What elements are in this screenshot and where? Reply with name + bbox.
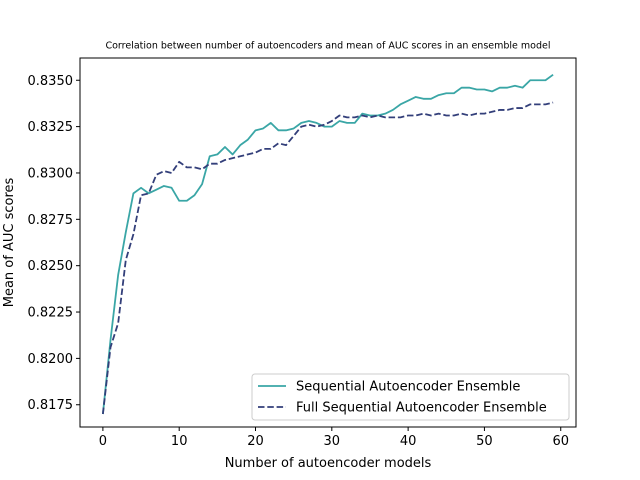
y-tick-label: 0.8225 [28,306,74,321]
series-line-full-sequential [101,101,554,415]
series-line-sequential [101,73,554,415]
plot-area [79,57,577,428]
y-tick-label: 0.8300 [28,166,74,181]
legend-box [251,373,570,421]
x-tick-label: 60 [552,434,569,449]
y-tick-label: 0.8325 [28,120,74,135]
series-layer [101,73,554,415]
chart-title: Correlation between number of autoencode… [105,41,550,52]
x-tick-label: 40 [400,434,417,449]
plot-frame [79,57,577,428]
legend-label-full-sequential: Full Sequential Autoencoder Ensemble [296,401,547,416]
x-tick-label: 20 [247,434,264,449]
x-tick-label: 50 [476,434,493,449]
x-tick-label: 10 [171,434,188,449]
y-tick-label: 0.8250 [28,259,74,274]
legend: Sequential Autoencoder Ensemble Full Seq… [251,373,570,421]
y-tick-label: 0.8200 [28,352,74,367]
y-axis-label: Mean of AUC scores [2,178,17,308]
y-tick-label: 0.8350 [28,74,74,89]
y-tick-label: 0.8275 [28,213,74,228]
legend-label-sequential: Sequential Autoencoder Ensemble [296,380,520,395]
x-tick-label: 0 [99,434,107,449]
y-tick-label: 0.8175 [28,398,74,413]
y-axis: 0.8175 0.8200 0.8225 0.8250 0.8275 0.8300 0.83… [28,74,80,413]
x-tick-label: 30 [324,434,341,449]
x-axis-label: Number of autoencoder models [225,456,432,471]
x-axis: 0 10 20 30 40 50 60 [99,427,569,449]
